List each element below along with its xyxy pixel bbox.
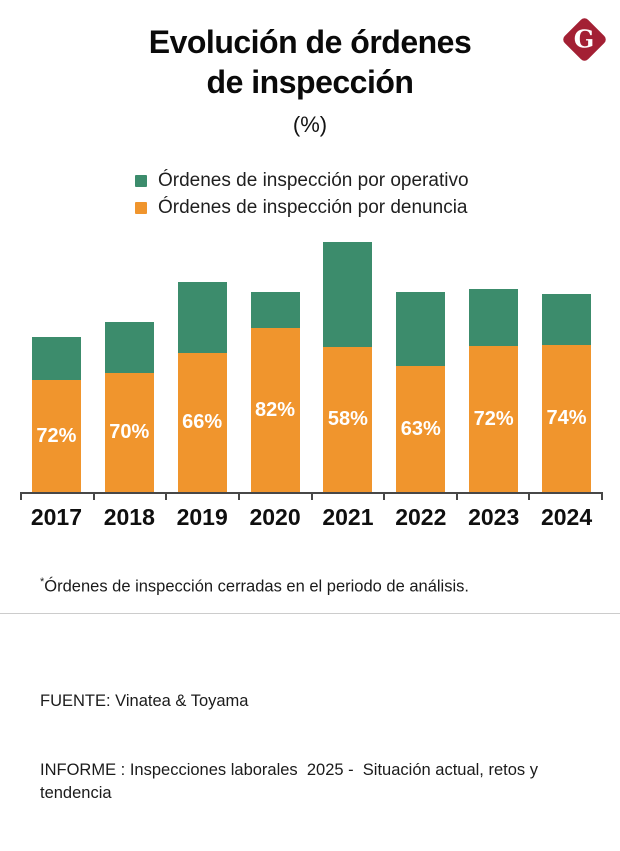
segment-operativo-2019 [177, 282, 227, 353]
x-axis-label-2020: 2020 [249, 504, 301, 530]
chart-unit-subtitle: (%) [292, 112, 328, 137]
axis-tick [310, 494, 313, 500]
segment-denuncia-2019: 66% [177, 353, 227, 492]
x-axis-line [20, 492, 603, 494]
bar-slot-2023: 72% [457, 232, 530, 492]
segment-operativo-2023 [469, 289, 519, 346]
x-axis-labels: 2017 2018 2019 2020 2021 2022 2023 2024 [20, 504, 603, 531]
logo-letter: G [574, 24, 595, 54]
segment-denuncia-2017: 72% [31, 380, 81, 492]
bar-value-label-2018: 70% [109, 421, 150, 443]
segment-operativo-2024 [542, 294, 592, 345]
x-axis-label-2019: 2019 [176, 504, 228, 530]
bar-slot-2019: 66% [166, 232, 239, 492]
axis-tick [165, 494, 168, 500]
source-line: FUENTE: Vinatea & Toyama [40, 692, 249, 710]
bar-value-label-2024: 74% [546, 407, 587, 429]
footnote-marker: * [40, 576, 45, 588]
bar-value-label-2017: 72% [36, 424, 77, 447]
x-axis-ticks [20, 494, 603, 500]
x-axis-label-2022: 2022 [395, 504, 447, 530]
axis-tick [383, 494, 386, 500]
report-line: INFORME : Inspecciones laborales 2025 - … [40, 761, 548, 802]
bar-slot-2017: 72% [20, 232, 93, 492]
x-axis-label-2021: 2021 [322, 504, 374, 530]
segment-operativo-2020 [250, 292, 300, 328]
segment-denuncia-2023: 72% [469, 346, 519, 492]
plot-area: 72% 70% 66% 82% 58% 63% 72% 74% [20, 232, 603, 492]
axis-tick [601, 494, 603, 500]
segment-denuncia-2018: 70% [104, 373, 154, 492]
axis-tick [237, 494, 240, 500]
source-block: FUENTE: Vinatea & Toyama INFORME : Inspe… [40, 644, 615, 851]
segment-operativo-2017 [31, 337, 81, 380]
segment-denuncia-2024: 74% [542, 345, 592, 492]
title-line-1: Evolución de órdenes [148, 24, 472, 60]
x-axis-label-2023: 2023 [468, 504, 520, 530]
segment-denuncia-2022: 63% [396, 366, 446, 492]
legend-item-operativo: Órdenes de inspección por operativo [135, 170, 469, 192]
footnote-text: Órdenes de inspección cerradas en el per… [44, 577, 469, 596]
segment-operativo-2022 [396, 292, 446, 366]
bar-value-label-2021: 58% [327, 408, 368, 430]
bar-value-label-2020: 82% [255, 398, 296, 421]
infographic: Evolución de órdenes de inspección G (%)… [0, 16, 620, 802]
stacked-bar-2018: 70% [104, 322, 154, 492]
bar-slot-2021: 58% [312, 232, 385, 492]
stacked-bar-2024: 74% [542, 294, 592, 492]
x-axis-label-2024: 2024 [540, 504, 593, 530]
legend-label-operativo: Órdenes de inspección por operativo [158, 170, 469, 191]
stacked-bar-2020: 82% [250, 292, 300, 492]
legend-swatch-denuncia [135, 202, 147, 214]
bar-value-label-2023: 72% [473, 407, 514, 430]
segment-operativo-2018 [104, 322, 154, 373]
stacked-bar-2017: 72% [31, 337, 81, 492]
axis-tick [528, 494, 531, 500]
title-line-2: de inspección [206, 64, 414, 100]
chart-legend: Órdenes de inspección por operativo Órde… [135, 170, 469, 224]
segment-operativo-2021 [323, 242, 373, 347]
legend-swatch-operativo [135, 175, 147, 187]
x-axis-label-2017: 2017 [30, 504, 83, 530]
bar-slot-2018: 70% [93, 232, 166, 492]
axis-tick [455, 494, 458, 500]
bar-slot-2020: 82% [239, 232, 312, 492]
bar-slot-2022: 63% [384, 232, 457, 492]
axis-tick [20, 494, 22, 500]
segment-denuncia-2021: 58% [323, 347, 373, 492]
segment-denuncia-2020: 82% [250, 328, 300, 492]
legend-item-denuncia: Órdenes de inspección por denuncia [135, 197, 469, 219]
bar-slot-2024: 74% [530, 232, 603, 492]
page-title: Evolución de órdenes de inspección [0, 22, 620, 102]
stacked-bar-2019: 66% [177, 282, 227, 492]
axis-tick [92, 494, 95, 500]
stacked-bar-2021: 58% [323, 242, 373, 492]
footnote: *Órdenes de inspección cerradas en el pe… [40, 576, 600, 597]
bar-value-label-2019: 66% [182, 411, 223, 433]
bar-value-label-2022: 63% [400, 417, 441, 440]
stacked-bar-2023: 72% [469, 289, 519, 492]
divider-line [0, 613, 620, 614]
legend-label-denuncia: Órdenes de inspección por denuncia [158, 197, 468, 218]
x-axis-label-2018: 2018 [103, 504, 155, 530]
stacked-bar-2022: 63% [396, 292, 446, 492]
